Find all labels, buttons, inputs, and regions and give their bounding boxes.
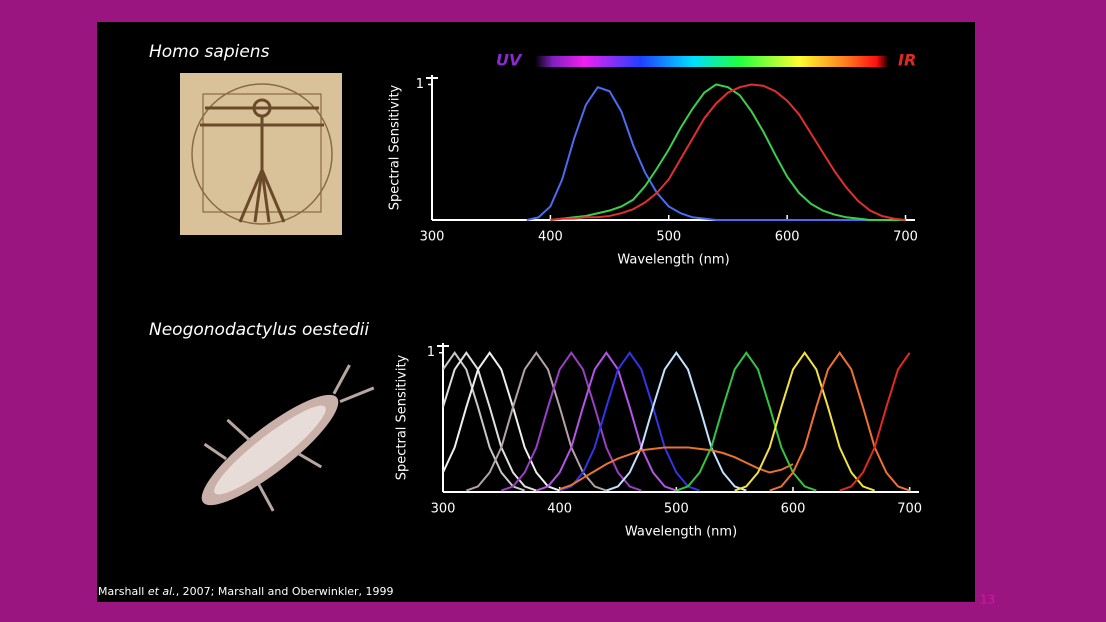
x-tick-label: 500	[656, 230, 681, 245]
series-line	[442, 351, 526, 492]
chart-title: Neogonodactylus oestedii	[149, 320, 369, 340]
citation: Marshall et al., 2007; Marshall and Ober…	[98, 585, 394, 598]
series-line	[550, 83, 906, 221]
series-line	[535, 351, 677, 492]
citation-text: , 2007; Marshall and Oberwinkler, 1999	[176, 585, 394, 598]
x-tick-label: 600	[781, 502, 806, 517]
series-line	[550, 83, 906, 221]
x-tick-label: 400	[538, 230, 563, 245]
series-line	[500, 351, 642, 492]
x-tick-label: 700	[893, 230, 918, 245]
chart: Neogonodactylus oestedii 300 400 500 600 700 1…	[149, 320, 922, 540]
x-axis-label: Wavelength (nm)	[617, 253, 729, 268]
series-line	[605, 351, 747, 492]
chart-title: Homo sapiens	[149, 42, 270, 62]
series-line	[559, 351, 701, 492]
uv-label: UV	[496, 51, 523, 70]
x-tick-label: 300	[431, 502, 456, 517]
x-axis-label: Wavelength (nm)	[625, 525, 737, 540]
citation-text: Marshall	[98, 585, 148, 598]
series-line	[442, 351, 537, 492]
x-tick-label: 500	[664, 502, 689, 517]
spectrum-bar	[535, 56, 887, 67]
series-line	[442, 351, 561, 492]
y-axis-label: Spectral Sensitivity	[388, 84, 403, 210]
x-tick-label: 700	[897, 502, 922, 517]
series-line	[769, 351, 911, 492]
series-line	[559, 446, 794, 491]
y-axis-label: Spectral Sensitivity	[395, 354, 410, 480]
series-line	[839, 352, 911, 492]
page-number: 13	[980, 593, 995, 607]
x-tick-label: 300	[420, 230, 445, 245]
x-tick-label: 400	[547, 502, 572, 517]
y-tick-label: 1	[427, 345, 435, 360]
ir-label: IR	[898, 51, 916, 70]
charts: Homo sapiens 300 400 500 600 700 1 Wavelength (…	[149, 42, 922, 540]
chart: Homo sapiens 300 400 500 600 700 1 Wavelength (…	[149, 42, 918, 268]
y-tick-label: 1	[416, 77, 424, 92]
series-line	[734, 351, 876, 492]
x-tick-label: 600	[775, 230, 800, 245]
series-line	[526, 86, 906, 221]
mantis-shrimp-image	[201, 364, 375, 512]
vitruvian-image	[180, 73, 342, 235]
citation-italic: et al.	[148, 585, 176, 598]
